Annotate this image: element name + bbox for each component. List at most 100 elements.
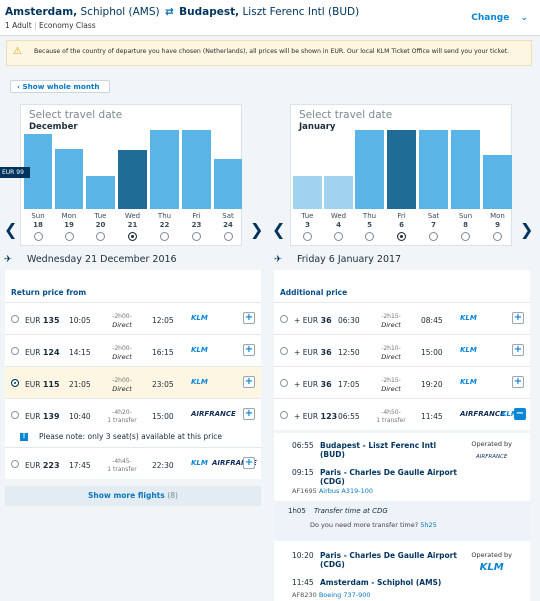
date-radio[interactable] — [365, 232, 374, 241]
aircraft-link[interactable]: Airbus A319-100 — [318, 487, 374, 495]
flight-row[interactable]: EUR 139 10:40 -4h20- 1 transfer 15:00 AIR… — [5, 398, 261, 430]
klm-logo: KLM — [460, 346, 477, 354]
date-radio[interactable] — [33, 232, 43, 241]
route-summary: Amsterdam, Schiphol (AMS) ⇄ Budapest, Li… — [5, 6, 359, 18]
flight-radio[interactable] — [280, 315, 288, 323]
arrival-time: 11:45 — [421, 412, 443, 421]
expand-flight-button[interactable]: + — [243, 312, 255, 324]
date-radio[interactable] — [96, 232, 105, 241]
segment-departure-place: Paris - Charles De Gaulle Airport (CDG) — [320, 551, 457, 569]
price-bar-sat-7[interactable] — [419, 130, 448, 209]
day-number: 23 — [191, 221, 202, 229]
collapse-flight-button[interactable]: − — [514, 408, 526, 420]
date-option-thu-5[interactable]: Thu 5 — [355, 212, 384, 241]
flight-row[interactable]: EUR 135 10:05 -2h00- Direct 12:05 KLM + — [5, 302, 261, 334]
flight-row-selected[interactable]: EUR 115 21:05 -2h00- Direct 23:05 KLM + — [5, 366, 261, 398]
date-radio[interactable] — [64, 232, 74, 241]
expand-flight-button[interactable]: + — [243, 408, 255, 420]
price-bar-tue-20[interactable] — [86, 176, 115, 209]
date-radio-selected[interactable] — [128, 232, 137, 241]
plus-sign: + — [294, 316, 301, 325]
date-radio[interactable] — [334, 232, 343, 241]
flight-radio-selected[interactable] — [11, 379, 19, 387]
price-amount: 139 — [42, 412, 60, 421]
date-option-mon-9[interactable]: Mon 9 — [483, 212, 512, 241]
flight-row[interactable]: + EUR 36 17:05 -2h15- Direct 19:20 KLM + — [274, 366, 530, 398]
date-option-sun-8[interactable]: Sun 8 — [451, 212, 480, 241]
date-option-tue-3[interactable]: Tue 3 — [293, 212, 322, 241]
expand-flight-button[interactable]: + — [243, 457, 255, 469]
show-whole-month-button[interactable]: ‹ Show whole month — [10, 80, 110, 93]
show-more-label: Show more flights — [88, 491, 165, 500]
price-bar-wed-4[interactable] — [324, 176, 353, 209]
flight-radio[interactable] — [280, 411, 288, 419]
outbound-date: Wednesday 21 December 2016 — [27, 254, 177, 265]
expand-flight-button[interactable]: + — [512, 344, 524, 356]
price-bar-mon-19[interactable] — [55, 149, 83, 209]
flight-row[interactable]: + EUR 36 12:50 -2h10- Direct 15:00 KLM + — [274, 334, 530, 366]
origin-airport: Schiphol (AMS) — [80, 6, 160, 18]
date-option-sat-24[interactable]: Sat 24 — [214, 212, 242, 241]
departure-airport: Budapest - Liszt Ferenc Intl — [320, 441, 437, 450]
price-bar-fri-6[interactable] — [387, 130, 416, 209]
price-bar-mon-9[interactable] — [483, 155, 512, 209]
flight-radio[interactable] — [11, 347, 19, 355]
date-option-fri-6[interactable]: Fri 6 — [387, 212, 416, 241]
change-search-button[interactable]: Change ⌄ — [471, 13, 528, 23]
date-radio[interactable] — [160, 232, 169, 241]
flight-row[interactable]: + EUR 36 06:30 -2h15- Direct 08:45 KLM + — [274, 302, 530, 334]
price-bar-wed-21[interactable] — [118, 150, 147, 209]
date-radio[interactable] — [493, 232, 502, 241]
flight-row-expanded[interactable]: + EUR 123 06:55 -4h50- 1 transfer 11:45 A… — [274, 398, 530, 430]
price-amount: 223 — [42, 461, 60, 470]
date-radio[interactable] — [303, 232, 312, 241]
date-radio[interactable] — [223, 232, 233, 241]
return-prev-week-button[interactable]: ❮ — [272, 220, 286, 239]
longer-transfer-link[interactable]: 5h25 — [420, 521, 437, 529]
date-option-sat-7[interactable]: Sat 7 — [419, 212, 448, 241]
day-number: 22 — [159, 221, 170, 229]
price-bar-thu-22[interactable] — [150, 130, 179, 209]
date-radio[interactable] — [192, 232, 201, 241]
price-bar-sat-24[interactable] — [214, 159, 242, 209]
airfrance-logo: AIRFRANCE — [191, 410, 236, 418]
flight-segment: 10:20 Paris - Charles De Gaulle Airport(… — [274, 541, 530, 601]
price-bar-sun-8[interactable] — [451, 130, 480, 209]
outbound-next-week-button[interactable]: ❯ — [250, 220, 264, 239]
currency: EUR — [25, 348, 41, 357]
flight-radio[interactable] — [11, 411, 19, 419]
return-flight-list: Additional price + EUR 36 06:30 -2h15- Di… — [274, 270, 530, 430]
date-option-wed-21[interactable]: Wed 21 — [118, 212, 147, 241]
price-bar-fri-23[interactable] — [182, 130, 211, 209]
price-bar-thu-5[interactable] — [355, 130, 384, 209]
expand-flight-button[interactable]: + — [243, 376, 255, 388]
date-radio[interactable] — [429, 232, 438, 241]
price-bar-tue-3[interactable] — [293, 176, 322, 209]
flight-row[interactable]: EUR 223 17:45 -4h45- 1 transfer 22:30 KLM… — [5, 447, 261, 479]
outbound-prev-week-button[interactable]: ❮ — [4, 220, 18, 239]
aircraft-link[interactable]: Boeing 737-900 — [318, 591, 371, 599]
date-option-wed-4[interactable]: Wed 4 — [324, 212, 353, 241]
expand-flight-button[interactable]: + — [512, 312, 524, 324]
flight-row[interactable]: EUR 124 14:15 -2h00- Direct 16:15 KLM + — [5, 334, 261, 366]
date-option-fri-23[interactable]: Fri 23 — [182, 212, 211, 241]
flight-radio[interactable] — [280, 347, 288, 355]
date-option-mon-19[interactable]: Mon 19 — [55, 212, 83, 241]
date-radio-selected[interactable] — [397, 232, 406, 241]
expand-flight-button[interactable]: + — [243, 344, 255, 356]
cabin-class: Economy Class — [39, 21, 96, 30]
weekday-label: Sat — [222, 212, 234, 220]
date-option-thu-22[interactable]: Thu 22 — [150, 212, 179, 241]
date-option-sun-18[interactable]: Sun 18 — [24, 212, 52, 241]
date-radio[interactable] — [461, 232, 470, 241]
flight-radio[interactable] — [11, 315, 19, 323]
flight-radio[interactable] — [280, 379, 288, 387]
expand-flight-button[interactable]: + — [512, 376, 524, 388]
flight-radio[interactable] — [11, 460, 19, 468]
currency: EUR — [25, 380, 41, 389]
return-next-week-button[interactable]: ❯ — [520, 220, 534, 239]
date-option-tue-20[interactable]: Tue 20 — [86, 212, 115, 241]
segment-departure-time: 10:20 — [292, 551, 314, 560]
show-more-flights-button[interactable]: Show more flights (8) — [5, 486, 261, 506]
flight-number: AF8230 Boeing 737-900 — [292, 591, 371, 599]
